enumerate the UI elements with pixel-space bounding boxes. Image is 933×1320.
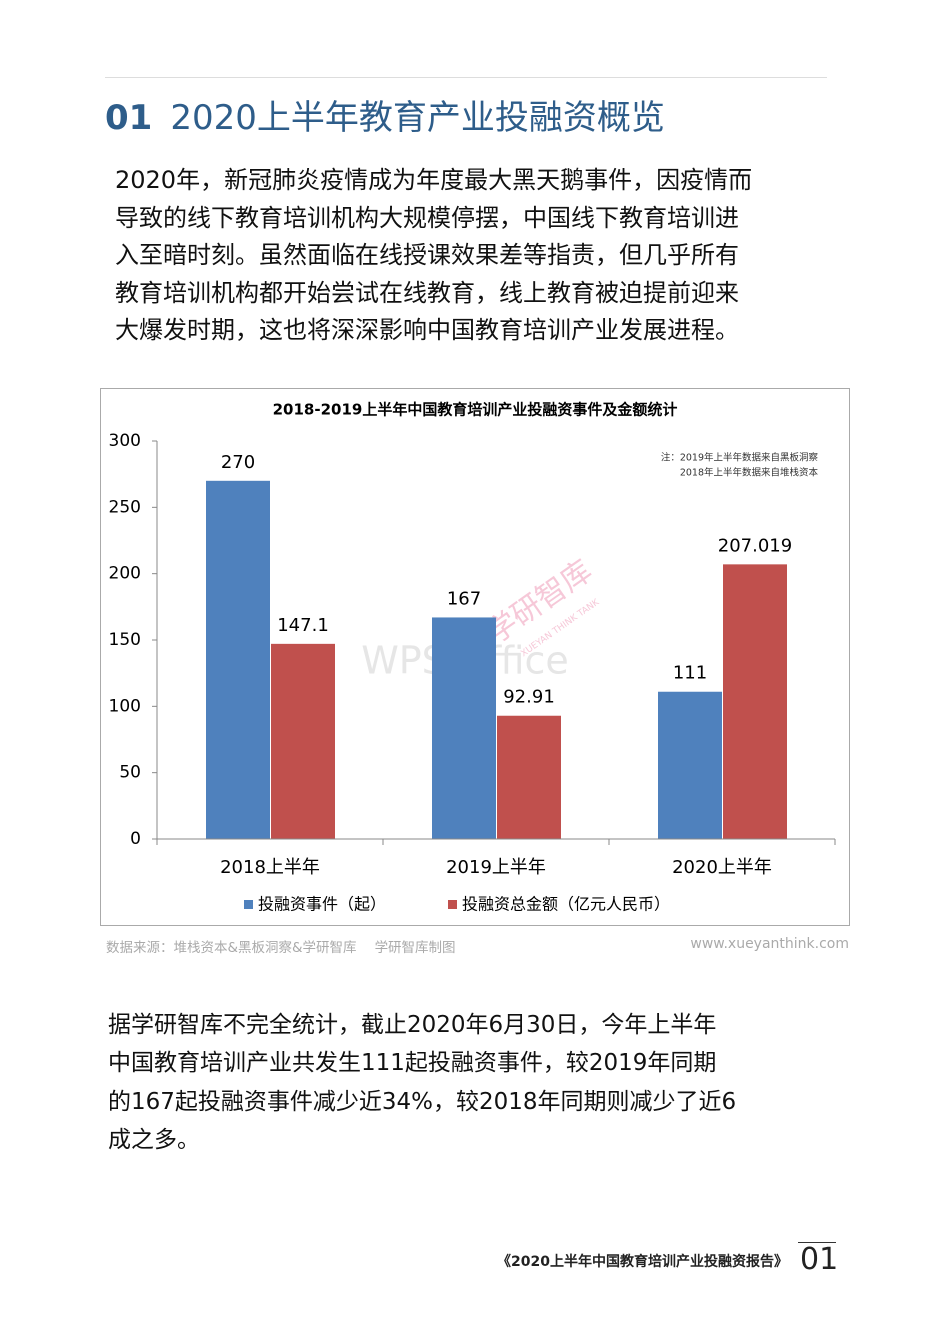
- source-site: www.xueyanthink.com: [690, 936, 849, 952]
- y-tick-label: 250: [109, 497, 141, 517]
- legend-swatch: [244, 900, 253, 909]
- source-maker: 学研智库制图: [374, 940, 456, 956]
- value-label: 270: [221, 452, 255, 473]
- text-line: 的167起投融资事件减少近34%，较2018年同期则减少了近6: [108, 1088, 737, 1115]
- text-line: 导致的线下教育培训机构大规模停摆，中国线下教育培训进: [115, 203, 739, 232]
- bar: [432, 617, 496, 839]
- source: 数据来源：堆栈资本&黑板洞察&学研智库 学研智库制图: [106, 936, 456, 956]
- chart: 2018-2019上半年中国教育培训产业投融资事件及金额统计 注：2019年上半…: [100, 388, 850, 926]
- value-label: 167: [447, 588, 481, 609]
- source-text: 数据来源：堆栈资本&黑板洞察&学研智库: [106, 940, 357, 956]
- chart-title: 2018-2019上半年中国教育培训产业投融资事件及金额统计: [273, 401, 678, 419]
- text-line: 据学研智库不完全统计，截止2020年6月30日，今年上半年: [108, 1012, 717, 1038]
- legend-swatch: [448, 900, 457, 909]
- value-label: 111: [673, 663, 707, 684]
- text-line: 中国教育培训产业共发生111起投融资事件，较2019年同期: [108, 1050, 717, 1077]
- y-tick-label: 50: [119, 763, 141, 783]
- page-rule: [798, 1242, 836, 1243]
- value-label: 207.019: [718, 535, 792, 556]
- legend-label: 投融资总金额（亿元人民币）: [462, 895, 670, 914]
- value-label: 92.91: [503, 687, 555, 708]
- bar: [206, 480, 270, 839]
- heading-title: 2020上半年教育产业投融资概览: [170, 98, 665, 138]
- text-line: 2020年，新冠肺炎疫情成为年度最大黑天鹅事件，因疫情而: [115, 166, 753, 194]
- heading-number: 01: [105, 98, 153, 138]
- y-tick-label: 300: [109, 431, 141, 451]
- bar: [497, 715, 561, 839]
- footer-report: 《2020上半年中国教育培训产业投融资报告》: [497, 1254, 788, 1270]
- y-tick-label: 150: [109, 630, 141, 650]
- footer-page: 01: [800, 1242, 839, 1277]
- text-line: 入至暗时刻。虽然面临在线授课效果差等指责，但几乎所有: [115, 241, 739, 269]
- x-tick-label: 2018上半年: [220, 857, 320, 878]
- bar: [271, 643, 335, 839]
- text-line: 大爆发时期，这也将深深影响中国教育培训产业发展进程。: [115, 316, 739, 344]
- heading: 01 2020上半年教育产业投融资概览: [105, 90, 665, 139]
- x-tick-label: 2020上半年: [672, 857, 772, 878]
- text-line: 教育培训机构都开始尝试在线教育，线上教育被迫提前迎来: [115, 278, 739, 307]
- bar: [658, 691, 722, 839]
- y-tick-label: 100: [109, 696, 141, 716]
- x-tick-label: 2019上半年: [446, 857, 546, 878]
- value-label: 147.1: [277, 615, 329, 636]
- text-line: 成之多。: [108, 1126, 200, 1153]
- legend-label: 投融资事件（起）: [258, 895, 386, 914]
- y-tick-label: 200: [109, 564, 141, 584]
- chart-note: 注：2019年上半年数据来自黑板洞察: [661, 452, 819, 464]
- bar: [723, 564, 787, 839]
- top-rule: [105, 77, 827, 78]
- chart-note: 2018年上半年数据来自堆栈资本: [680, 467, 819, 479]
- y-tick-label: 0: [130, 829, 141, 849]
